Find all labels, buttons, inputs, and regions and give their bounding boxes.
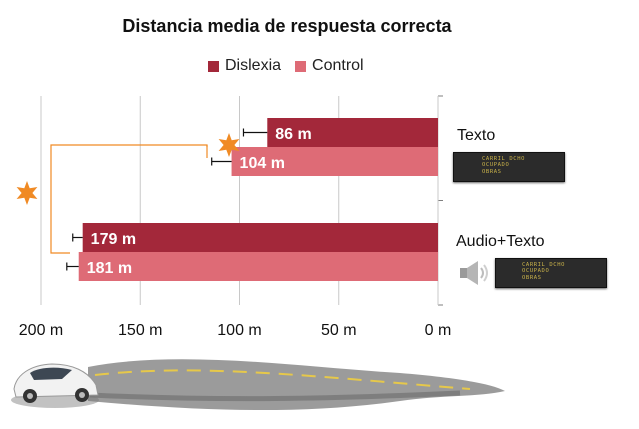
road-illustration — [11, 359, 505, 411]
x-tick-label: 0 m — [425, 322, 452, 339]
legend: Dislexia Control — [208, 56, 378, 76]
vms-sign-texto: CARRIL DCHO OCUPADO OBRAS — [453, 152, 565, 182]
legend-swatch-control — [295, 60, 307, 72]
vms-line-2: OCUPADO — [482, 162, 510, 169]
bar-dislexia — [82, 223, 438, 252]
x-tick-label: 150 m — [118, 322, 162, 339]
vms-line-1: CARRIL DCHO — [482, 156, 526, 162]
legend-item-control: Control — [295, 57, 364, 75]
legend-label-dislexia: Dislexia — [225, 57, 282, 74]
speaker-icon — [460, 261, 488, 285]
bar-value-label: 86 m — [275, 126, 311, 143]
vms-line-1: CARRIL DCHO — [522, 262, 566, 268]
legend-item-dislexia: Dislexia — [208, 57, 281, 75]
category-label-texto: Texto — [457, 127, 496, 144]
x-tick-label: 100 m — [217, 322, 261, 339]
x-tick-label: 50 m — [321, 322, 357, 339]
vms-line-3: OBRAS — [482, 168, 502, 175]
legend-label-control: Control — [312, 57, 364, 74]
road-icon — [88, 359, 505, 411]
chart-title: Distancia media de respuesta correcta — [122, 16, 452, 36]
bar-value-label: 181 m — [87, 260, 132, 277]
bar-value-label: 104 m — [240, 155, 285, 172]
star-icon — [16, 181, 38, 205]
vms-line-2: OCUPADO — [522, 268, 550, 275]
bar-value-label: 179 m — [91, 231, 136, 248]
category-label-audio-texto: Audio+Texto — [456, 233, 545, 250]
bar-dislexia — [267, 118, 438, 147]
legend-swatch-dislexia — [208, 60, 219, 72]
car-icon — [11, 363, 99, 408]
bar-control — [231, 147, 438, 176]
vms-line-3: OBRAS — [522, 274, 542, 281]
bar-control — [78, 252, 438, 281]
vms-sign-audio-texto: CARRIL DCHO OCUPADO OBRAS — [495, 258, 607, 288]
star-icon — [218, 133, 240, 157]
x-tick-label: 200 m — [19, 322, 63, 339]
